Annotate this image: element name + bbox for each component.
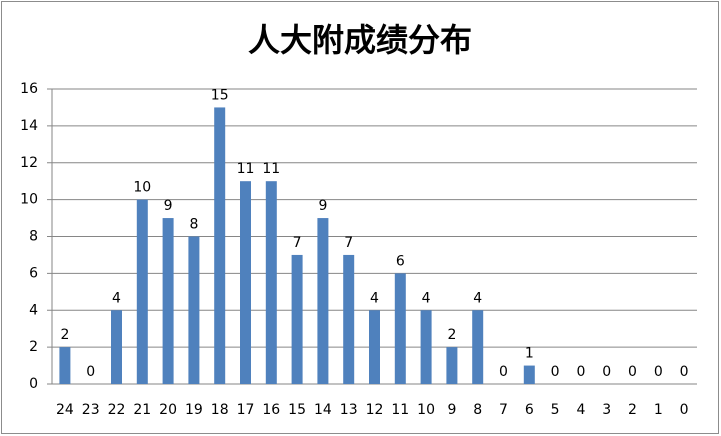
y-tick-label: 4 [29, 302, 38, 318]
x-tick-label: 4 [576, 402, 585, 418]
data-label: 7 [344, 235, 353, 251]
data-label: 8 [189, 217, 198, 233]
data-label: 15 [211, 87, 229, 103]
data-label: 10 [133, 180, 151, 196]
bar [188, 236, 200, 384]
x-tick-label: 9 [447, 402, 456, 418]
x-tick-label: 22 [108, 402, 126, 418]
x-tick-label: 2 [628, 402, 637, 418]
data-label: 0 [499, 364, 508, 380]
bar [162, 218, 174, 384]
x-tick-label: 16 [262, 402, 280, 418]
bar [394, 273, 406, 384]
chart-title: 人大附成绩分布 [248, 21, 472, 59]
data-label: 0 [602, 364, 611, 380]
data-label: 2 [447, 327, 456, 343]
data-label: 11 [262, 161, 280, 177]
bar [265, 181, 277, 384]
x-tick-label: 15 [288, 402, 306, 418]
data-label: 1 [525, 346, 534, 362]
x-tick-label: 13 [340, 402, 358, 418]
x-tick-label: 10 [417, 402, 435, 418]
x-tick-label: 1 [654, 402, 663, 418]
data-label: 0 [576, 364, 585, 380]
x-tick-label: 11 [391, 402, 409, 418]
bar [317, 218, 329, 384]
x-tick-label: 17 [237, 402, 255, 418]
data-label: 4 [370, 290, 379, 306]
bar [472, 310, 484, 384]
data-label: 9 [164, 198, 173, 214]
x-tick-label: 8 [473, 402, 482, 418]
data-label: 2 [60, 327, 69, 343]
bar [343, 254, 355, 384]
bar [523, 365, 535, 384]
y-tick-label: 10 [20, 192, 38, 208]
bar [136, 199, 148, 384]
data-label: 9 [318, 198, 327, 214]
bar [214, 107, 226, 384]
data-label: 4 [112, 290, 121, 306]
data-label: 11 [237, 161, 255, 177]
y-tick-label: 14 [20, 118, 38, 134]
bar [240, 181, 251, 384]
bar [111, 310, 122, 384]
bar [59, 347, 71, 384]
bar [291, 254, 303, 384]
data-label: 0 [86, 364, 95, 380]
y-tick-label: 2 [29, 339, 38, 355]
data-label: 6 [396, 253, 405, 269]
y-tick-label: 6 [29, 265, 38, 281]
x-tick-label: 6 [525, 402, 534, 418]
bar [369, 310, 380, 384]
x-tick-label: 23 [82, 402, 100, 418]
y-tick-label: 0 [29, 376, 38, 392]
data-label: 7 [293, 235, 302, 251]
y-tick-label: 12 [20, 155, 38, 171]
data-label: 4 [422, 290, 431, 306]
data-label: 0 [654, 364, 663, 380]
x-tick-label: 3 [602, 402, 611, 418]
data-label: 0 [680, 364, 689, 380]
x-tick-label: 5 [551, 402, 560, 418]
x-tick-label: 18 [211, 402, 229, 418]
data-label: 0 [628, 364, 637, 380]
bar [420, 310, 432, 384]
data-label: 0 [551, 364, 560, 380]
x-tick-label: 12 [366, 402, 384, 418]
data-label: 4 [473, 290, 482, 306]
x-tick-label: 24 [56, 402, 74, 418]
x-tick-label: 20 [159, 402, 177, 418]
x-tick-label: 0 [680, 402, 689, 418]
x-tick-label: 19 [185, 402, 203, 418]
y-tick-label: 8 [29, 229, 38, 245]
x-tick-label: 21 [133, 402, 151, 418]
bar [446, 347, 458, 384]
y-tick-label: 16 [20, 81, 38, 97]
x-tick-label: 14 [314, 402, 332, 418]
x-tick-label: 7 [499, 402, 508, 418]
